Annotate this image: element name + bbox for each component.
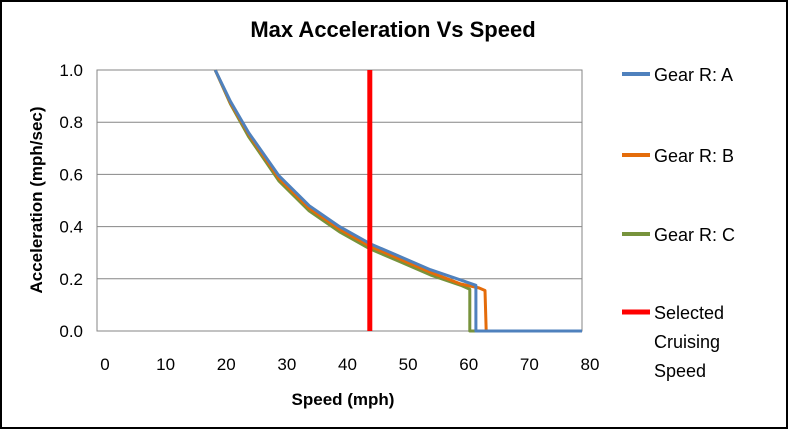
x-tick-label: 80 xyxy=(581,355,600,374)
series-line-gear-a xyxy=(213,69,582,333)
series-group xyxy=(213,69,582,333)
series-line-gear-b xyxy=(213,69,582,333)
legend-label: Cruising xyxy=(654,332,720,352)
x-tick-label: 70 xyxy=(520,355,539,374)
x-tick-labels: 0 10 20 30 40 50 60 70 80 xyxy=(100,355,599,374)
x-tick-label: 30 xyxy=(277,355,296,374)
x-tick-label: 40 xyxy=(338,355,357,374)
chart-title: Max Acceleration Vs Speed xyxy=(250,17,535,42)
plot-area-border xyxy=(96,69,583,332)
legend-label: Speed xyxy=(654,361,706,381)
x-tick-label: 10 xyxy=(156,355,175,374)
y-tick-label: 0.2 xyxy=(59,270,83,289)
gridlines xyxy=(97,69,582,332)
x-tick-label: 60 xyxy=(459,355,478,374)
legend-label: Selected xyxy=(654,303,724,323)
y-axis-label: Acceleration (mph/sec) xyxy=(27,106,46,293)
y-tick-label: 1.0 xyxy=(59,61,83,80)
x-tick-label: 50 xyxy=(399,355,418,374)
y-tick-labels: 0.0 0.2 0.4 0.6 0.8 1.0 xyxy=(59,61,83,341)
y-tick-label: 0.4 xyxy=(59,218,83,237)
y-tick-label: 0.8 xyxy=(59,113,83,132)
y-tick-label: 0.6 xyxy=(59,165,83,184)
x-tick-label: 20 xyxy=(217,355,236,374)
x-tick-label: 0 xyxy=(100,355,109,374)
series-line-gear-c xyxy=(213,69,582,333)
y-tick-label: 0.0 xyxy=(59,322,83,341)
legend-label: Gear R: B xyxy=(654,146,734,166)
legend-label: Gear R: A xyxy=(654,65,733,85)
legend: Gear R: A Gear R: B Gear R: C Selected Cruis… xyxy=(622,65,735,381)
legend-label: Gear R: C xyxy=(654,225,735,245)
x-axis-label: Speed (mph) xyxy=(292,390,395,409)
